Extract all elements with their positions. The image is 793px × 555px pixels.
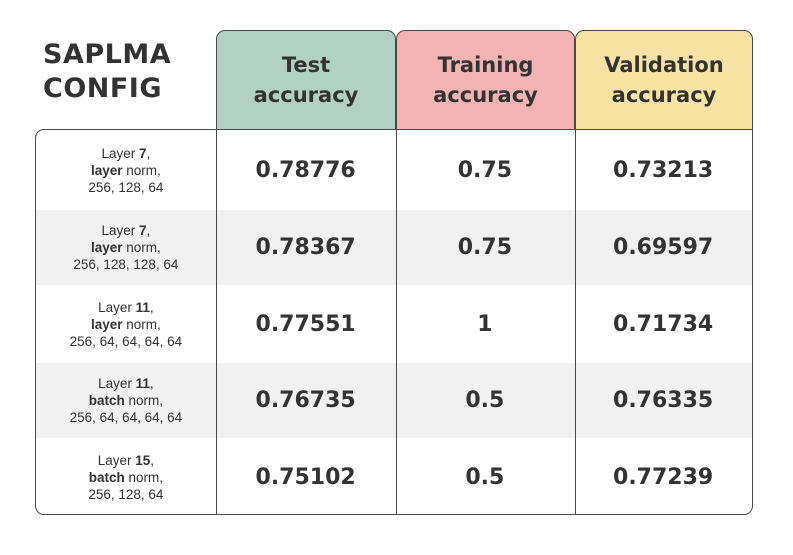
- layer-comma: ,: [149, 376, 154, 391]
- title-line-1: SAPLMA: [43, 39, 172, 70]
- column-divider: [574, 130, 576, 514]
- layer-comma: ,: [149, 299, 154, 315]
- layer-number: 11: [135, 376, 150, 391]
- norm-suffix: norm,: [124, 393, 164, 408]
- header-training-line-2: accuracy: [433, 83, 538, 107]
- layer-sizes: 256, 128, 64: [88, 179, 164, 195]
- norm-type: batch: [88, 393, 125, 408]
- norm-type: layer: [90, 316, 123, 332]
- norm-type: layer: [90, 162, 123, 178]
- header-test-accuracy: Test accuracy: [216, 30, 396, 129]
- layer-label: Layer: [98, 299, 136, 315]
- table-row: Layer 7, layer norm, 256, 128, 64 0.7877…: [36, 130, 752, 210]
- header-validation-accuracy: Validation accuracy: [575, 30, 753, 129]
- header-validation-line-1: Validation: [604, 53, 724, 77]
- validation-accuracy-cell: 0.73213: [613, 157, 714, 183]
- layer-label: Layer: [101, 223, 139, 238]
- validation-accuracy-cell: 0.76335: [613, 388, 714, 413]
- layer-number: 11: [135, 299, 150, 315]
- training-accuracy-cell: 0.75: [457, 235, 513, 260]
- test-accuracy-cell: 0.78367: [255, 235, 356, 260]
- table-row: Layer 11, layer norm, 256, 64, 64, 64, 6…: [36, 285, 752, 363]
- layer-comma: ,: [146, 145, 151, 161]
- header-training-line-1: Training: [437, 53, 534, 77]
- table-row: Layer 11, batch norm, 256, 64, 64, 64, 6…: [36, 363, 752, 438]
- norm-suffix: norm,: [122, 240, 161, 255]
- layer-sizes: 256, 128, 64: [88, 486, 164, 502]
- table-row: Layer 7, layer norm, 256, 128, 128, 64 0…: [36, 210, 752, 285]
- validation-accuracy-cell: 0.69597: [613, 235, 714, 260]
- layer-sizes: 256, 128, 128, 64: [73, 257, 179, 272]
- layer-number: 15: [135, 452, 151, 468]
- layer-number: 7: [139, 223, 147, 238]
- layer-label: Layer: [101, 145, 139, 161]
- table-title: SAPLMA CONFIG: [43, 38, 213, 106]
- validation-accuracy-cell: 0.71734: [613, 311, 714, 337]
- results-table: Layer 7, layer norm, 256, 128, 64 0.7877…: [35, 129, 753, 515]
- header-validation-line-2: accuracy: [611, 83, 717, 107]
- training-accuracy-cell: 1: [477, 311, 493, 337]
- test-accuracy-cell: 0.78776: [255, 157, 356, 183]
- norm-type: layer: [90, 240, 123, 255]
- norm-suffix: norm,: [122, 316, 161, 332]
- title-line-2: CONFIG: [43, 73, 163, 104]
- test-accuracy-cell: 0.77551: [255, 311, 356, 337]
- header-training-accuracy: Training accuracy: [396, 30, 575, 129]
- layer-number: 7: [139, 145, 147, 161]
- table-row: Layer 15, batch norm, 256, 128, 64 0.751…: [36, 438, 752, 514]
- layer-label: Layer: [98, 376, 136, 391]
- norm-suffix: norm,: [124, 469, 164, 485]
- training-accuracy-cell: 0.5: [465, 388, 505, 413]
- validation-accuracy-cell: 0.77239: [613, 464, 714, 490]
- layer-sizes: 256, 64, 64, 64, 64: [69, 410, 183, 425]
- column-divider: [395, 130, 397, 514]
- layer-comma: ,: [150, 452, 155, 468]
- test-accuracy-cell: 0.75102: [255, 464, 356, 490]
- training-accuracy-cell: 0.75: [457, 157, 513, 183]
- layer-sizes: 256, 64, 64, 64, 64: [69, 333, 183, 349]
- layer-comma: ,: [146, 223, 151, 238]
- config-cell: Layer 7, layer norm, 256, 128, 64: [36, 130, 216, 210]
- column-divider: [215, 130, 217, 514]
- config-cell: Layer 15, batch norm, 256, 128, 64: [36, 438, 216, 514]
- header-test-line-1: Test: [281, 53, 331, 77]
- header-test-line-2: accuracy: [253, 83, 359, 107]
- test-accuracy-cell: 0.76735: [255, 388, 356, 413]
- norm-suffix: norm,: [122, 162, 161, 178]
- config-cell: Layer 7, layer norm, 256, 128, 128, 64: [36, 210, 216, 285]
- layer-label: Layer: [97, 452, 136, 468]
- config-cell: Layer 11, layer norm, 256, 64, 64, 64, 6…: [36, 285, 216, 363]
- norm-type: batch: [88, 469, 125, 485]
- config-cell: Layer 11, batch norm, 256, 64, 64, 64, 6…: [36, 363, 216, 438]
- training-accuracy-cell: 0.5: [465, 464, 505, 490]
